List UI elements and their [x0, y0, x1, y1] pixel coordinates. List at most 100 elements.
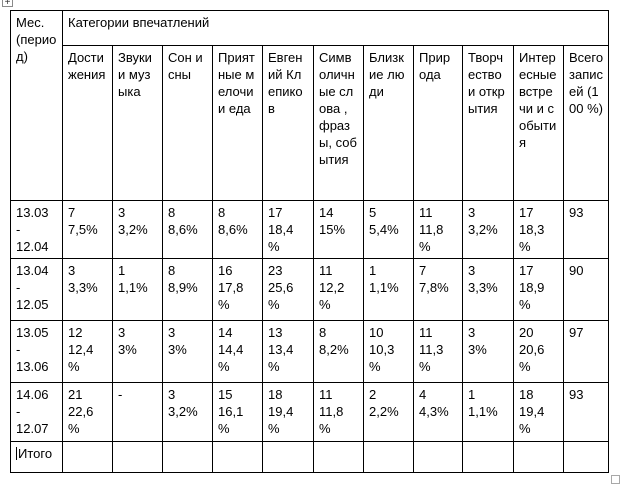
data-cell[interactable]: 23 25,6 %	[262, 258, 314, 321]
empty-cell[interactable]	[313, 441, 364, 473]
data-cell[interactable]: 3 3,2%	[112, 200, 163, 259]
cell-percent: 3%	[168, 342, 187, 357]
data-cell[interactable]: 15 16,1 %	[212, 382, 263, 442]
cell-count: 8	[168, 263, 176, 278]
column-header-cell[interactable]: Всего записей (100 %)	[562, 45, 610, 201]
footer-label-cell[interactable]: Итого	[10, 441, 63, 473]
period-cell[interactable]: 14.06 - 12.07	[10, 382, 63, 442]
group-header-cell[interactable]: Категории впечатлений	[61, 10, 610, 46]
empty-cell[interactable]	[413, 441, 463, 473]
cell-count: 21	[68, 387, 83, 402]
empty-cell[interactable]	[262, 441, 314, 473]
period-header-cell[interactable]: Мес. (период)	[10, 10, 63, 201]
cell-percent: 14,4 %	[218, 342, 244, 374]
data-cell[interactable]: 1 1,1%	[363, 258, 414, 321]
column-header-cell[interactable]: Звуки и музыка	[112, 45, 163, 201]
cell-count: 3	[118, 325, 126, 340]
data-cell[interactable]: 3 3%	[462, 320, 514, 383]
column-header-cell[interactable]: Творчество и открытия	[462, 45, 514, 201]
cell-percent: 3%	[468, 342, 487, 357]
data-cell[interactable]: 11 12,2 %	[313, 258, 364, 321]
period-separator: -	[16, 342, 21, 357]
column-header-cell[interactable]: Приятные мелочи и еда	[212, 45, 263, 201]
data-cell[interactable]: 18 19,4 %	[513, 382, 564, 442]
data-cell[interactable]: 8 8,6%	[212, 200, 263, 259]
period-cell[interactable]: 13.03 - 12.04	[10, 200, 63, 259]
data-cell[interactable]: 1 1,1%	[462, 382, 514, 442]
data-cell[interactable]: 11 11,8 %	[413, 200, 463, 259]
column-header-cell[interactable]: Достижения	[62, 45, 113, 201]
data-cell[interactable]: 18 19,4 %	[262, 382, 314, 442]
period-to: 12.05	[16, 297, 49, 312]
data-cell[interactable]: 5 5,4%	[363, 200, 414, 259]
column-header-cell[interactable]: Сон и сны	[162, 45, 213, 201]
data-cell[interactable]: 3 3,3%	[62, 258, 113, 321]
empty-cell[interactable]	[162, 441, 213, 473]
total-cell[interactable]: 97	[562, 320, 610, 383]
data-cell[interactable]: 10 10,3 %	[363, 320, 414, 383]
data-cell[interactable]: 8 8,2%	[313, 320, 364, 383]
empty-cell[interactable]	[513, 441, 564, 473]
table-move-handle[interactable]: +	[2, 0, 13, 7]
empty-cell[interactable]	[562, 441, 610, 473]
cell-count: 7	[68, 205, 76, 220]
data-cell[interactable]: 7 7,5%	[62, 200, 113, 259]
data-cell[interactable]: 8 8,6%	[162, 200, 213, 259]
empty-cell[interactable]	[363, 441, 414, 473]
cell-percent: 1,1%	[118, 280, 148, 295]
data-cell[interactable]: 4 4,3%	[413, 382, 463, 442]
data-cell[interactable]: 8 8,9%	[162, 258, 213, 321]
data-cell[interactable]: 3 3,2%	[162, 382, 213, 442]
table-header-row: Мес. (период) Категории впечатлений	[10, 10, 610, 201]
column-header-cell[interactable]: Интересные встречи и события	[513, 45, 564, 201]
data-cell[interactable]: 17 18,3 %	[513, 200, 564, 259]
data-cell[interactable]: 11 11,8 %	[313, 382, 364, 442]
data-cell[interactable]: 7 7,8%	[413, 258, 463, 321]
cell-percent: 7,8%	[419, 280, 449, 295]
cell-percent: 3%	[118, 342, 137, 357]
data-cell[interactable]: 2 2,2%	[363, 382, 414, 442]
data-cell[interactable]: 3 3,3%	[462, 258, 514, 321]
data-cell[interactable]: 14 15%	[313, 200, 364, 259]
data-cell[interactable]: 17 18,4 %	[262, 200, 314, 259]
cell-count: 1	[118, 263, 126, 278]
total-cell[interactable]: 93	[562, 382, 610, 442]
plus-icon: +	[4, 0, 11, 7]
cell-count: 18	[519, 387, 534, 402]
empty-cell[interactable]	[212, 441, 263, 473]
column-header-label: Звуки и музыка	[118, 50, 152, 99]
data-cell[interactable]: 3 3%	[162, 320, 213, 383]
data-cell[interactable]: 21 22,6 %	[62, 382, 113, 442]
data-cell[interactable]: 13 13,4 %	[262, 320, 314, 383]
column-header-cell[interactable]: Близкие люди	[363, 45, 414, 201]
data-cell[interactable]: 3 3,2%	[462, 200, 514, 259]
total-cell[interactable]: 93	[562, 200, 610, 259]
empty-cell[interactable]	[462, 441, 514, 473]
column-header-cell[interactable]: Символичные слова , фразы, события	[313, 45, 364, 201]
table-row: 13.03 - 12.04 7 7,5% 3 3,2% 8 8,6% 8 8,6% 17…	[10, 200, 610, 259]
period-cell[interactable]: 13.04 - 12.05	[10, 258, 63, 321]
cell-count: 3	[68, 263, 76, 278]
data-cell[interactable]: 3 3%	[112, 320, 163, 383]
column-header-cell[interactable]: Евгений Клепиков	[262, 45, 314, 201]
data-cell[interactable]: 1 1,1%	[112, 258, 163, 321]
total-cell[interactable]: 90	[562, 258, 610, 321]
data-cell[interactable]: 16 17,8 %	[212, 258, 263, 321]
cell-count: 1	[468, 387, 476, 402]
column-header-cell[interactable]: Природа	[413, 45, 463, 201]
data-cell[interactable]: -	[112, 382, 163, 442]
data-cell[interactable]: 17 18,9 %	[513, 258, 564, 321]
period-to: 13.06	[16, 359, 49, 374]
data-cell[interactable]: 11 11,3 %	[413, 320, 463, 383]
data-cell[interactable]: 12 12,4 %	[62, 320, 113, 383]
cell-count: 17	[519, 205, 534, 220]
empty-cell[interactable]	[62, 441, 113, 473]
data-cell[interactable]: 20 20,6 %	[513, 320, 564, 383]
period-cell[interactable]: 13.05 - 13.06	[10, 320, 63, 383]
empty-cell[interactable]	[112, 441, 163, 473]
cell-count: 17	[268, 205, 283, 220]
cell-percent: 12,2 %	[319, 280, 345, 312]
total-value: 93	[569, 205, 584, 220]
data-cell[interactable]: 14 14,4 %	[212, 320, 263, 383]
